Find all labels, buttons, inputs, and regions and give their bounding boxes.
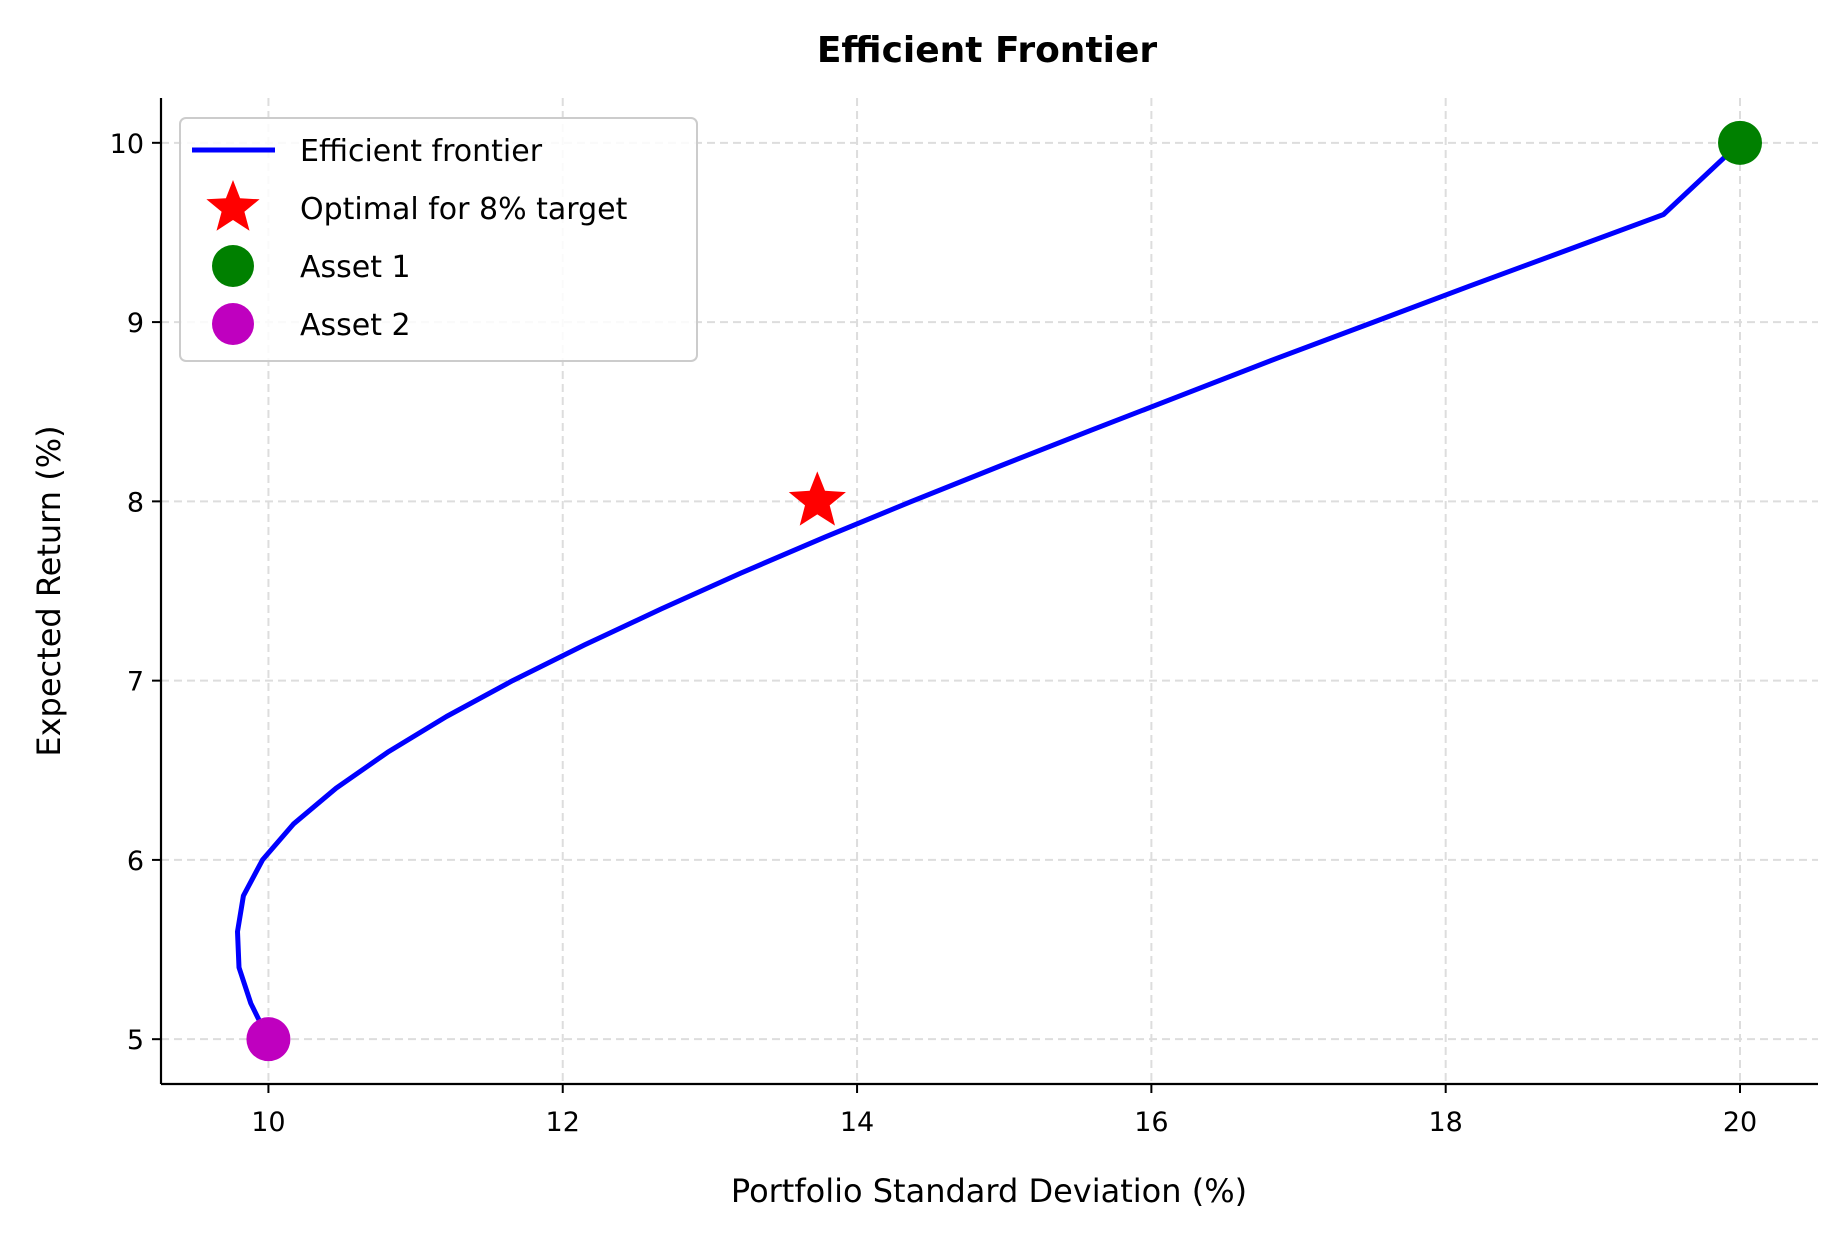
asset-2-point [246, 1017, 291, 1062]
legend-swatch-circle [212, 303, 254, 345]
y-axis-label: Expected Return (%) [30, 425, 68, 756]
y-tick-label: 10 [110, 129, 144, 160]
x-tick-label: 14 [840, 1107, 874, 1138]
legend-label-efficient-frontier: Efficient frontier [300, 134, 543, 169]
x-tick-label: 16 [1134, 1107, 1168, 1138]
x-tick-label: 18 [1429, 1107, 1463, 1138]
asset-1-point [1718, 120, 1763, 165]
efficient-frontier-line [235, 140, 1742, 1041]
legend-swatch-star [206, 180, 260, 231]
x-tick-label: 10 [251, 1107, 285, 1138]
axes [159, 98, 1818, 1086]
y-tick-label: 9 [127, 308, 144, 339]
y-tick-label: 5 [127, 1025, 144, 1056]
chart-title: Efficient Frontier [817, 30, 1158, 71]
y-tick-label: 7 [127, 667, 144, 698]
legend-label-asset-1: Asset 1 [300, 250, 411, 285]
legend-swatch-circle [212, 245, 254, 287]
legend-label-asset-2: Asset 2 [300, 308, 411, 343]
x-tick-label: 20 [1723, 1107, 1757, 1138]
optimal-point-star [788, 471, 846, 526]
x-axis-label: Portfolio Standard Deviation (%) [731, 1172, 1247, 1210]
y-ticks: 5 6 7 8 9 10 [110, 129, 161, 1056]
y-tick-label: 8 [127, 487, 144, 518]
y-tick-label: 6 [127, 846, 144, 877]
x-ticks: 10 12 14 16 18 20 [251, 1084, 1757, 1138]
x-tick-label: 12 [546, 1107, 580, 1138]
legend-box [179, 117, 698, 362]
legend: Efficient frontier Optimal for 8% target A… [179, 117, 698, 362]
legend-label-optimal-for-8-target: Optimal for 8% target [300, 192, 628, 227]
plot-area [235, 120, 1763, 1062]
